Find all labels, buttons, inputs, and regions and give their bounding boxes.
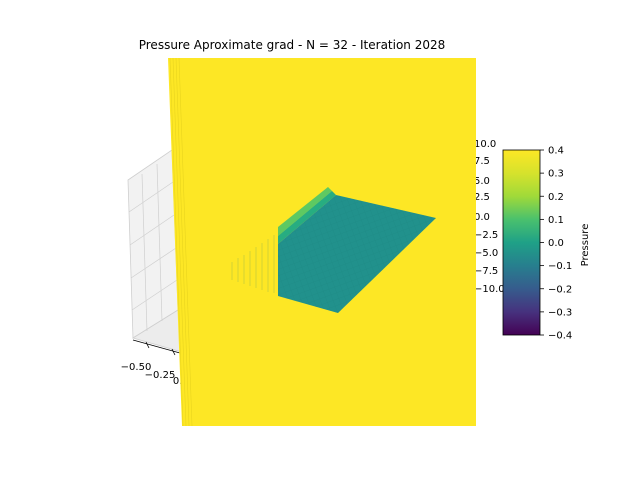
colorbar-tick-label: −0.3 <box>548 307 572 318</box>
x-tick-mark <box>171 348 176 356</box>
pressure-surface <box>168 57 476 427</box>
plateau-rim <box>278 187 332 236</box>
cliff-stripes <box>231 235 275 293</box>
x-tick-label: −0.25 <box>145 370 176 381</box>
colorbar-ticks: 0.4 0.3 0.2 0.1 0.0 −0.1 −0.2 −0.3 −0.4 <box>540 146 572 342</box>
z-tick-label: 5.0 <box>474 176 490 187</box>
colorbar-gradient <box>502 149 541 336</box>
colorbar-tick-label: 0.1 <box>548 215 564 226</box>
colorbar-tick-label: 0.4 <box>548 146 564 157</box>
colorbar-label: Pressure <box>580 224 591 267</box>
z-tick-label: −2.5 <box>474 230 498 241</box>
x-tick-mark <box>145 341 150 349</box>
z-tick-label: −7.5 <box>474 266 498 277</box>
colorbar: 0.4 0.3 0.2 0.1 0.0 −0.1 −0.2 −0.3 −0.4 Pressure <box>502 146 591 342</box>
x-tick-label: −0.50 <box>121 362 152 373</box>
sheet-edge-strips <box>169 57 193 427</box>
z-tick-label: −10.0 <box>474 284 505 295</box>
colorbar-tick-label: 0.0 <box>548 238 564 249</box>
z-tick-label: −5.0 <box>474 248 498 259</box>
z-tick-label: 2.5 <box>474 192 490 203</box>
colorbar-tick-label: −0.1 <box>548 261 572 272</box>
chart-title: Pressure Aproximate grad - N = 32 - Iter… <box>139 38 446 52</box>
colorbar-tick-label: 0.2 <box>548 192 564 203</box>
z-tick-labels: 10.0 7.5 5.0 2.5 0.0 −2.5 −5.0 −7.5 −10.… <box>474 139 505 295</box>
z-tick-label: 7.5 <box>474 156 490 167</box>
colorbar-tick-label: −0.2 <box>548 284 572 295</box>
colorbar-tick-label: −0.4 <box>548 331 572 342</box>
back-pane-left <box>127 149 179 339</box>
z-tick-label: 10.0 <box>474 139 496 150</box>
colorbar-tick-label: 0.3 <box>548 169 564 180</box>
plateau-mesh <box>278 195 436 313</box>
z-tick-label: 0.0 <box>474 212 490 223</box>
plateau-edge <box>278 191 336 244</box>
pane-gridlines <box>128 163 178 332</box>
